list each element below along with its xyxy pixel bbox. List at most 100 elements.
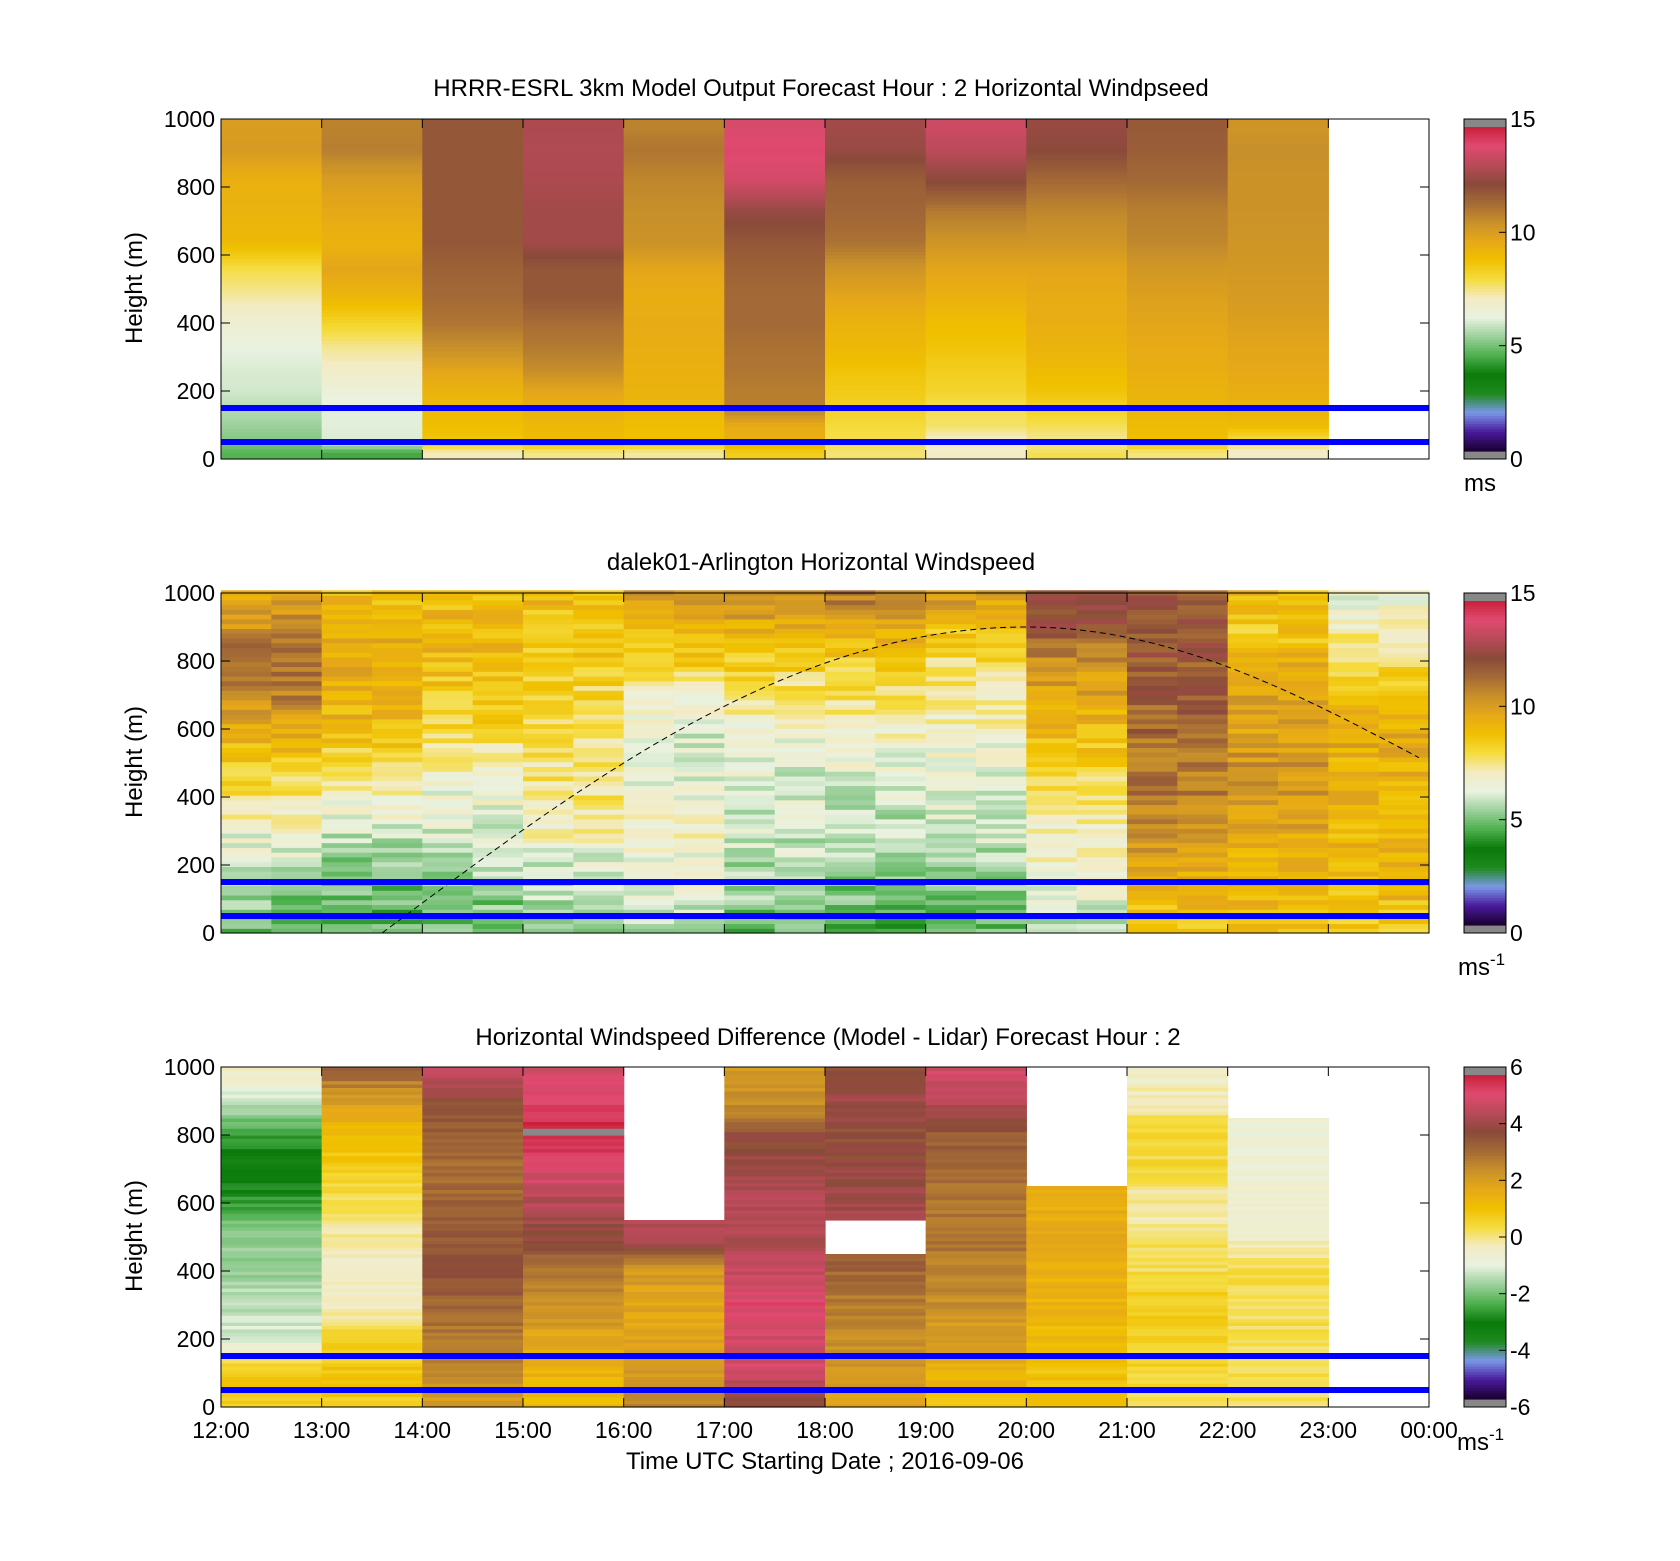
heatmap-cell: [321, 1182, 423, 1187]
heatmap-cell: [925, 394, 1027, 399]
heatmap-cell: [623, 1342, 725, 1347]
heatmap-cell: [321, 377, 423, 382]
colorbar-swatch: [1464, 638, 1506, 643]
heatmap-cell: [321, 1366, 423, 1371]
heatmap-cell: [875, 904, 927, 910]
colorbar-unit: ms-1: [1458, 950, 1505, 981]
heatmap-cell: [825, 411, 927, 416]
heatmap-cell: [321, 1359, 423, 1364]
heatmap-cell: [523, 1101, 625, 1105]
heatmap-cell: [1227, 1301, 1329, 1306]
heatmap-cell: [1227, 448, 1329, 453]
colorbar-swatch: [1464, 1369, 1506, 1373]
heatmap-cell: [925, 1073, 1027, 1078]
heatmap-cell: [321, 435, 423, 440]
heatmap-cell: [623, 193, 725, 198]
heatmap-cell: [422, 1094, 524, 1099]
heatmap-cell: [724, 139, 826, 144]
heatmap-cell: [523, 129, 625, 134]
heatmap-cell: [523, 411, 625, 416]
heatmap-cell: [321, 775, 373, 782]
colorbar-swatch: [1464, 1204, 1506, 1208]
heatmap-cell: [1328, 618, 1380, 625]
heatmap-cell: [523, 1396, 625, 1401]
heatmap-cell: [1127, 241, 1229, 246]
heatmap-cell: [825, 1172, 927, 1177]
heatmap-cell: [1127, 139, 1229, 144]
dashed-curve: [381, 626, 1420, 934]
heatmap-cell: [1127, 1226, 1229, 1231]
heatmap-cell: [1227, 1298, 1329, 1303]
heatmap-cell: [1127, 425, 1229, 429]
heatmap-cell: [523, 1118, 625, 1122]
heatmap-cell: [1127, 595, 1178, 601]
heatmap-cell: [1278, 685, 1329, 691]
heatmap-cell: [674, 809, 725, 815]
heatmap-cell: [523, 1274, 625, 1279]
heatmap-cell: [321, 671, 373, 677]
heatmap-cell: [523, 336, 625, 341]
heatmap-cell: [925, 637, 977, 644]
heatmap-cell: [422, 1260, 524, 1265]
heatmap-cell: [623, 847, 675, 853]
heatmap-cell: [221, 231, 323, 236]
colorbar-swatch: [1464, 351, 1506, 355]
heatmap-cell: [221, 302, 323, 307]
heatmap-cell: [221, 306, 323, 310]
heatmap-cell: [1328, 709, 1380, 715]
heatmap-cell: [523, 207, 625, 212]
colorbar-swatch: [1464, 811, 1506, 815]
heatmap-cell: [875, 728, 927, 734]
heatmap-cell: [623, 187, 725, 191]
heatmap-cell: [221, 1267, 323, 1272]
heatmap-cell: [724, 847, 776, 853]
heatmap-cell: [976, 699, 1027, 706]
heatmap-cell: [1227, 394, 1329, 399]
heatmap-cell: [523, 1267, 625, 1272]
heatmap-cell: [1227, 258, 1329, 263]
heatmap-cell: [422, 1107, 524, 1112]
heatmap-cell: [825, 214, 927, 219]
heatmap-cell: [1026, 367, 1128, 372]
heatmap-cell: [976, 661, 1027, 668]
heatmap-cell: [825, 1175, 927, 1180]
heatmap-cell: [321, 1216, 423, 1221]
heatmap-cell: [1127, 1362, 1229, 1367]
heatmap-cell: [724, 1155, 826, 1160]
heatmap-cell: [1227, 604, 1279, 610]
heatmap-cell: [422, 680, 474, 687]
colorbar-swatch: [1464, 262, 1506, 266]
heatmap-cell: [472, 775, 524, 782]
heatmap-cell: [573, 599, 625, 606]
colorbar-swatch: [1464, 1215, 1506, 1219]
heatmap-cell: [925, 928, 977, 934]
heatmap-cell: [925, 1077, 1027, 1082]
heatmap-cell: [925, 704, 977, 710]
heatmap-cell: [422, 618, 474, 625]
colorbar-swatch: [1464, 763, 1506, 767]
heatmap-cell: [523, 278, 625, 283]
heatmap-cell: [976, 599, 1027, 606]
heatmap-cell: [523, 1084, 625, 1088]
heatmap-cell: [472, 794, 524, 801]
colorbar-swatch: [1464, 1220, 1506, 1225]
heatmap-cell: [523, 370, 625, 375]
colorbar-swatch: [1464, 1320, 1506, 1324]
heatmap-cell: [1227, 1305, 1329, 1309]
heatmap-cell: [523, 1090, 625, 1095]
heatmap-cell: [1227, 852, 1279, 858]
heatmap-cell: [321, 428, 423, 433]
colorbar-swatch: [1464, 1280, 1506, 1284]
heatmap-cell: [623, 780, 675, 787]
heatmap-cell: [724, 166, 826, 171]
heatmap-cell: [321, 1349, 423, 1354]
heatmap-cell: [1076, 847, 1128, 853]
heatmap-cell: [321, 728, 373, 734]
heatmap-cell: [1127, 623, 1178, 629]
heatmap-cell: [221, 244, 323, 249]
heatmap-cell: [523, 747, 574, 753]
heatmap-cell: [623, 742, 675, 748]
heatmap-cell: [674, 799, 725, 806]
heatmap-cell: [1227, 149, 1329, 154]
heatmap-cell: [724, 119, 826, 123]
